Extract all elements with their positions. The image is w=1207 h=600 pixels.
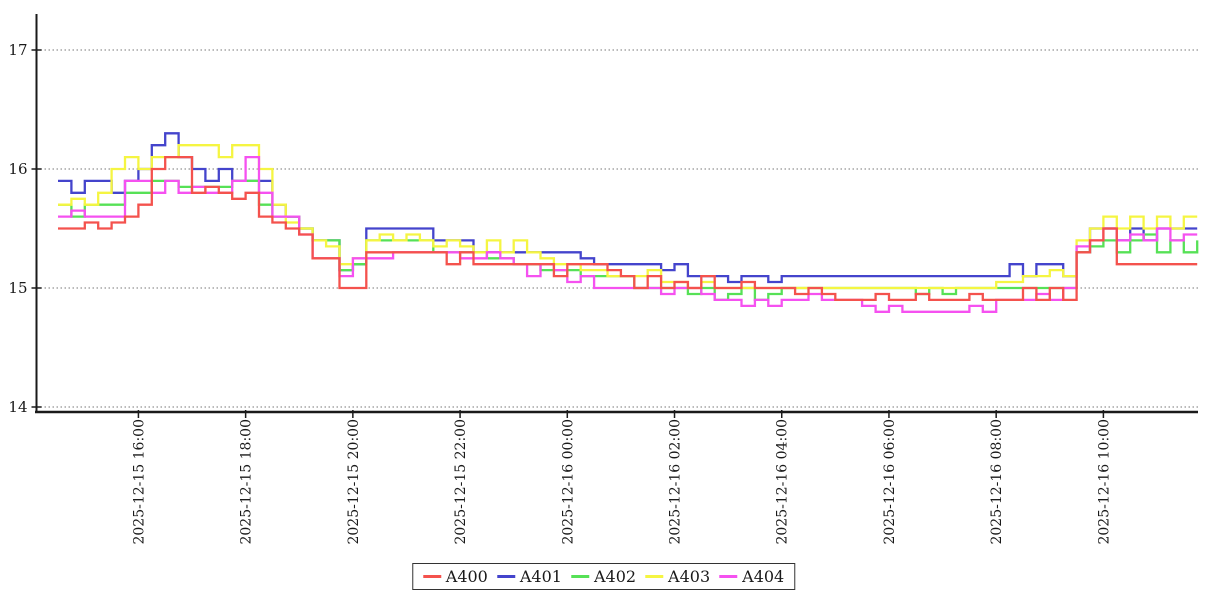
legend-label-a404: A404 <box>742 567 785 586</box>
legend-item-a403: A403 <box>645 567 710 586</box>
legend-swatch-a403 <box>645 575 664 578</box>
x-tick-label: 2025-12-16 04:00 <box>775 419 791 545</box>
legend-label-a401: A401 <box>519 567 562 586</box>
y-tick-label: 17 <box>8 41 27 59</box>
legend-label-a400: A400 <box>445 567 488 586</box>
x-tick-label: 2025-12-16 02:00 <box>668 419 684 545</box>
x-tick-label: 2025-12-15 18:00 <box>239 419 255 545</box>
legend-item-a400: A400 <box>422 567 488 586</box>
series-line-a400 <box>58 155 1198 302</box>
legend-label-a402: A402 <box>593 567 637 586</box>
legend-swatch-a402 <box>570 575 589 578</box>
legend-label-a403: A403 <box>668 567 711 586</box>
legend-swatch-a401 <box>496 575 515 578</box>
x-tick-label: 2025-12-15 16:00 <box>131 419 147 545</box>
x-tick-label: 2025-12-16 08:00 <box>989 419 1005 545</box>
legend-swatch-a404 <box>719 575 738 578</box>
y-tick-label: 14 <box>8 398 27 416</box>
legend-swatch-a400 <box>422 575 441 578</box>
x-tick-label: 2025-12-16 06:00 <box>882 419 898 545</box>
series-line-a401 <box>58 132 1198 284</box>
series-line-a403 <box>58 144 1198 290</box>
legend-item-a401: A401 <box>496 567 562 586</box>
series-line-a402 <box>58 179 1199 302</box>
x-tick-label: 2025-12-16 00:00 <box>560 419 576 545</box>
x-tick-label: 2025-12-16 10:00 <box>1096 419 1112 545</box>
x-tick-label: 2025-12-15 20:00 <box>346 419 362 545</box>
y-tick-label: 15 <box>8 279 27 297</box>
y-tick-label: 16 <box>8 160 27 178</box>
x-tick-label: 2025-12-15 22:00 <box>453 419 469 545</box>
legend-item-a402: A402 <box>570 567 637 586</box>
chart-legend: A400 A401 A402 A403 A404 <box>411 563 796 590</box>
legend-item-a404: A404 <box>719 567 784 586</box>
